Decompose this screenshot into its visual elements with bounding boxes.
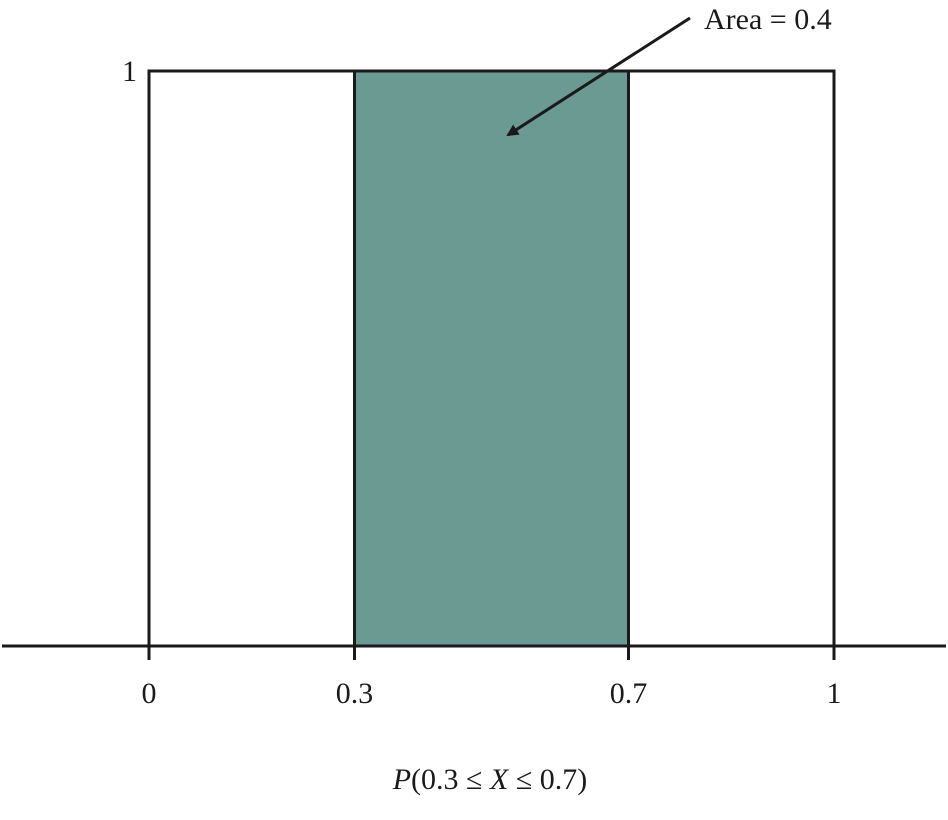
probability-caption: P(0.3 ≤ X ≤ 0.7) <box>392 763 588 796</box>
caption-suffix: ≤ 0.7) <box>508 763 587 796</box>
x-tick-label: 1 <box>827 677 842 710</box>
caption-body: (0.3 ≤ <box>411 763 490 796</box>
shaded-area <box>354 71 629 646</box>
caption-prefix: P <box>392 763 411 796</box>
caption-var: X <box>489 763 510 796</box>
y-ticks: 1 <box>122 55 137 88</box>
area-annotation: Area = 0.4 <box>704 3 832 36</box>
x-tick-label: 0 <box>142 677 157 710</box>
annotation-arrow <box>506 16 691 137</box>
x-ticks: 0 0.3 0.7 1 <box>142 646 842 710</box>
y-tick-label: 1 <box>122 55 137 88</box>
x-tick-label: 0.7 <box>610 677 648 710</box>
x-tick-label: 0.3 <box>336 677 374 710</box>
